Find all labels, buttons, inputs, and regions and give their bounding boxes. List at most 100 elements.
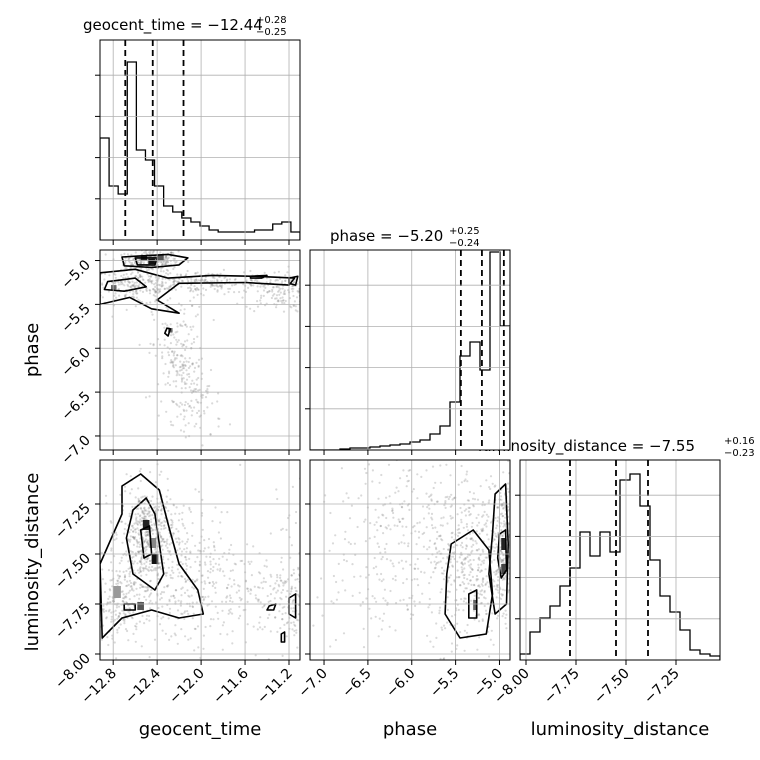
scatter-point xyxy=(111,585,114,588)
scatter-point xyxy=(203,279,206,282)
scatter-point xyxy=(128,515,131,518)
scatter-point xyxy=(347,541,350,544)
scatter-point xyxy=(501,535,504,538)
scatter-point xyxy=(169,526,173,530)
scatter-point xyxy=(147,533,150,536)
scatter-point xyxy=(187,260,190,264)
scatter-point xyxy=(170,251,173,254)
scatter-point xyxy=(206,388,209,391)
scatter-point xyxy=(174,288,177,291)
scatter-point xyxy=(302,300,304,302)
scatter-point xyxy=(402,469,405,472)
scatter-point xyxy=(226,510,229,514)
scatter-point xyxy=(126,283,129,286)
scatter-point xyxy=(197,364,200,367)
scatter-point xyxy=(143,540,146,543)
scatter-point xyxy=(181,345,184,348)
scatter-point xyxy=(132,530,135,533)
scatter-point xyxy=(226,633,229,636)
scatter-point xyxy=(141,275,144,278)
scatter-point xyxy=(502,612,505,615)
scatter-point xyxy=(149,250,152,253)
scatter-point xyxy=(469,537,472,541)
scatter-point xyxy=(153,638,157,641)
scatter-point xyxy=(201,444,204,447)
scatter-point xyxy=(179,604,182,607)
scatter-point xyxy=(133,537,136,540)
scatter-point xyxy=(165,571,168,575)
scatter-point xyxy=(239,463,242,466)
scatter-point xyxy=(117,616,120,619)
scatter-point xyxy=(450,493,453,496)
scatter-point xyxy=(468,554,471,557)
scatter-point xyxy=(512,501,514,503)
scatter-point xyxy=(219,632,222,636)
scatter-point xyxy=(166,585,169,588)
scatter-point xyxy=(120,582,123,585)
scatter-point xyxy=(174,357,177,360)
scatter-point xyxy=(135,516,138,519)
scatter-point xyxy=(217,392,220,395)
scatter-point xyxy=(453,580,456,583)
scatter-point xyxy=(245,279,248,282)
scatter-point xyxy=(201,595,204,599)
scatter-point xyxy=(149,275,152,278)
scatter-point xyxy=(412,488,415,491)
scatter-point xyxy=(292,572,296,575)
scatter-point xyxy=(154,290,158,293)
scatter-point xyxy=(289,592,292,596)
scatter-point xyxy=(281,301,284,304)
scatter-point xyxy=(163,561,166,565)
scatter-point xyxy=(462,574,465,577)
scatter-point xyxy=(130,616,133,619)
scatter-point xyxy=(157,519,160,523)
scatter-point xyxy=(170,359,173,362)
scatter-point xyxy=(270,575,273,578)
scatter-point xyxy=(259,302,262,305)
scatter-point xyxy=(110,561,113,564)
scatter-point xyxy=(281,618,284,621)
scatter-point xyxy=(196,400,199,403)
scatter-point xyxy=(119,612,122,615)
scatter-point xyxy=(501,594,504,597)
scatter-point xyxy=(182,524,185,527)
scatter-point xyxy=(449,561,452,564)
scatter-point xyxy=(507,482,510,485)
scatter-point xyxy=(182,408,185,411)
scatter-point xyxy=(380,572,383,576)
scatter-point xyxy=(229,611,232,614)
contour-line xyxy=(280,631,286,643)
scatter-point xyxy=(102,608,105,611)
scatter-point xyxy=(138,541,141,544)
scatter-point xyxy=(188,506,191,509)
scatter-point xyxy=(162,260,165,263)
scatter-point xyxy=(123,485,127,488)
scatter-point xyxy=(203,580,206,583)
scatter-point xyxy=(160,591,164,594)
scatter-point xyxy=(293,300,296,303)
scatter-point xyxy=(120,274,123,278)
scatter-point xyxy=(226,595,229,598)
scatter-point xyxy=(135,622,138,625)
scatter-point xyxy=(122,597,125,600)
scatter-point xyxy=(108,588,111,591)
scatter-point xyxy=(497,614,500,617)
scatter-point xyxy=(188,386,191,389)
scatter-point xyxy=(461,568,464,571)
scatter-point xyxy=(126,276,130,279)
scatter-point xyxy=(502,577,505,580)
scatter-point xyxy=(278,289,281,292)
scatter-point xyxy=(293,281,296,284)
scatter-point xyxy=(129,261,132,264)
scatter-point xyxy=(181,324,184,328)
scatter-point xyxy=(183,382,187,386)
scatter-point xyxy=(142,566,145,570)
scatter-point xyxy=(164,255,167,258)
scatter-point xyxy=(269,593,272,596)
scatter-point xyxy=(514,518,516,520)
scatter-point xyxy=(501,514,504,518)
scatter-point xyxy=(450,650,453,653)
scatter-point xyxy=(170,334,173,337)
scatter-point xyxy=(252,625,255,628)
scatter-point xyxy=(297,568,300,571)
